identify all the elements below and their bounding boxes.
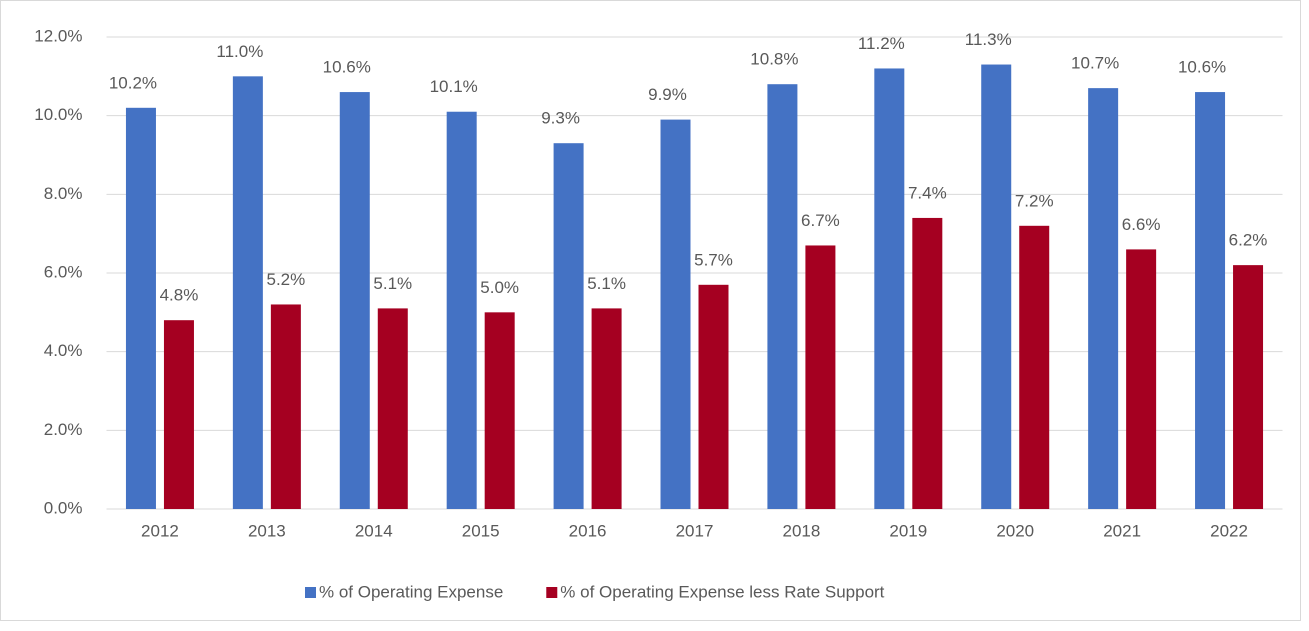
- x-tick-label: 2015: [462, 521, 500, 540]
- data-label: 10.6%: [323, 58, 371, 77]
- bar: [163, 320, 194, 509]
- legend-swatch: [305, 587, 316, 598]
- data-label: 11.3%: [965, 30, 1012, 49]
- data-label: 10.6%: [1178, 58, 1226, 77]
- bar: [339, 92, 370, 510]
- x-tick-label: 2018: [782, 521, 820, 540]
- data-label: 7.4%: [908, 183, 947, 202]
- bar: [1088, 88, 1119, 509]
- data-label: 5.7%: [694, 250, 733, 269]
- y-tick-label: 0.0%: [44, 498, 83, 517]
- data-label: 5.0%: [480, 278, 519, 297]
- bar: [1233, 265, 1264, 509]
- data-label: 10.2%: [109, 73, 157, 92]
- bar: [125, 107, 156, 510]
- data-label: 9.9%: [648, 85, 687, 104]
- bar: [1019, 225, 1050, 510]
- bar: [270, 304, 301, 509]
- legend-label: % of Operating Expense less Rate Support: [560, 582, 884, 601]
- data-label: 5.2%: [266, 270, 305, 289]
- data-label: 6.6%: [1122, 215, 1161, 234]
- data-label: 5.1%: [587, 274, 626, 293]
- chart-frame: [0, 0, 1301, 621]
- bar: [553, 143, 584, 509]
- legend-label: % of Operating Expense: [319, 582, 503, 601]
- bar: [232, 76, 263, 509]
- bar: [1126, 249, 1157, 509]
- x-tick-label: 2012: [141, 521, 179, 540]
- bar: [377, 308, 408, 509]
- bar: [660, 119, 691, 509]
- data-label: 9.3%: [541, 109, 580, 128]
- y-tick-label: 10.0%: [34, 105, 82, 124]
- bar: [912, 217, 943, 509]
- bar: [698, 284, 729, 509]
- y-tick-label: 8.0%: [44, 184, 83, 203]
- data-label: 6.2%: [1229, 231, 1268, 250]
- bar: [767, 84, 798, 509]
- y-tick-label: 4.0%: [44, 341, 83, 360]
- x-tick-label: 2020: [996, 521, 1034, 540]
- x-tick-label: 2013: [248, 521, 286, 540]
- x-tick-label: 2019: [889, 521, 927, 540]
- legend-swatch: [546, 587, 558, 598]
- data-label: 10.8%: [750, 50, 798, 69]
- data-label: 4.8%: [160, 286, 199, 305]
- bar: [805, 245, 836, 509]
- data-label: 10.1%: [430, 77, 478, 96]
- bar: [446, 111, 477, 509]
- x-tick-label: 2021: [1103, 521, 1141, 540]
- y-tick-label: 6.0%: [44, 262, 83, 281]
- data-label: 6.7%: [801, 211, 840, 230]
- bar: [981, 64, 1012, 510]
- bar: [591, 308, 622, 509]
- data-label: 10.7%: [1071, 54, 1119, 73]
- data-label: 11.2%: [858, 34, 905, 53]
- data-label: 7.2%: [1015, 191, 1054, 210]
- y-tick-label: 12.0%: [34, 26, 82, 45]
- data-label: 5.1%: [373, 274, 412, 293]
- x-tick-label: 2022: [1210, 521, 1248, 540]
- y-tick-label: 2.0%: [44, 420, 83, 439]
- bar: [874, 68, 905, 509]
- x-tick-label: 2016: [569, 521, 607, 540]
- bar: [484, 312, 515, 509]
- bar: [1195, 92, 1226, 510]
- data-label: 11.0%: [216, 42, 263, 61]
- x-tick-label: 2017: [676, 521, 714, 540]
- x-tick-label: 2014: [355, 521, 393, 540]
